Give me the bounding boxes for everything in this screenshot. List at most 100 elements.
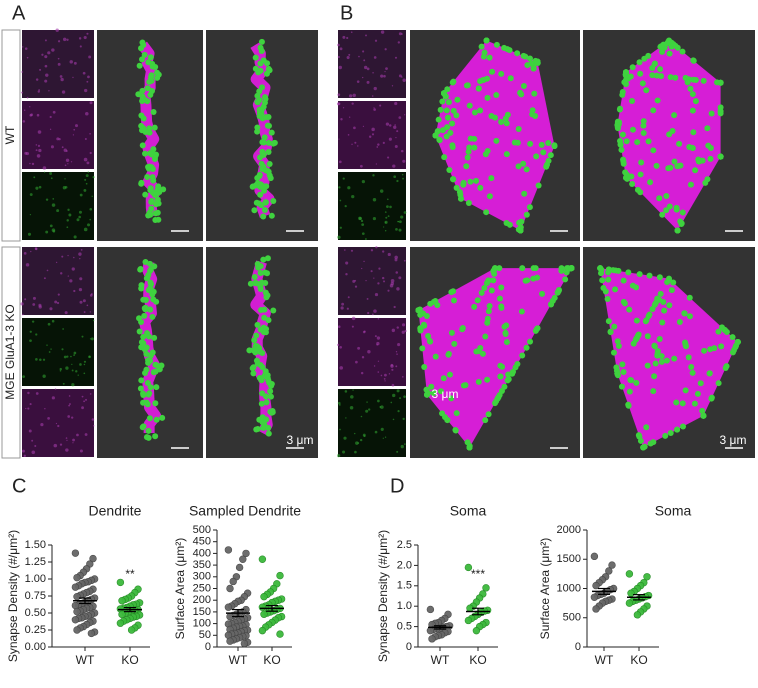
puncta [506, 221, 513, 228]
texture [397, 343, 401, 347]
texture [27, 391, 30, 395]
puncta [533, 153, 540, 160]
data-point [118, 610, 126, 619]
texture [23, 454, 26, 458]
texture [344, 390, 348, 393]
texture [337, 343, 340, 346]
puncta [146, 306, 153, 313]
puncta [257, 326, 264, 333]
puncta [441, 90, 447, 97]
puncta [666, 50, 673, 57]
texture [29, 106, 31, 108]
puncta [730, 347, 737, 354]
puncta [692, 98, 699, 105]
texture [361, 76, 364, 79]
puncta [471, 303, 478, 310]
puncta [153, 191, 160, 198]
y-tick-label: 1.50 [25, 539, 46, 551]
puncta [437, 388, 444, 395]
puncta [262, 289, 269, 296]
puncta [137, 265, 144, 272]
puncta [657, 66, 664, 73]
puncta [515, 226, 522, 233]
puncta [662, 432, 669, 439]
texture [78, 288, 83, 292]
puncta [451, 340, 458, 347]
puncta [642, 318, 649, 325]
texture [83, 400, 86, 403]
texture [66, 38, 69, 41]
puncta [517, 89, 524, 96]
puncta [257, 348, 264, 355]
texture [57, 62, 61, 66]
puncta [501, 44, 508, 51]
texture [49, 172, 53, 175]
puncta [417, 325, 424, 332]
data-point [260, 610, 268, 618]
puncta [466, 444, 473, 451]
texture [394, 56, 398, 59]
texture [88, 355, 91, 359]
puncta [686, 313, 693, 320]
puncta [150, 109, 157, 116]
puncta [138, 56, 145, 63]
texture [345, 261, 349, 265]
puncta [448, 289, 455, 296]
texture [373, 86, 377, 91]
texture [376, 343, 379, 346]
puncta [484, 94, 491, 101]
soma [418, 268, 572, 448]
texture [394, 124, 396, 126]
texture [337, 325, 341, 328]
texture [383, 226, 385, 228]
texture [398, 228, 402, 232]
texture [92, 176, 95, 179]
puncta [471, 144, 478, 151]
puncta [656, 336, 663, 343]
puncta [136, 62, 143, 69]
data-point [625, 599, 634, 607]
texture [27, 232, 32, 236]
puncta [653, 162, 660, 169]
texture [382, 141, 385, 144]
puncta [644, 362, 651, 369]
puncta [623, 69, 629, 76]
texture [380, 74, 384, 78]
y-tick-label: 200 [193, 594, 211, 606]
puncta [597, 265, 604, 272]
texture [398, 276, 402, 280]
puncta [629, 97, 636, 104]
puncta [264, 122, 271, 129]
texture [343, 436, 347, 440]
texture [355, 441, 359, 445]
texture [83, 363, 86, 366]
texture [383, 280, 386, 283]
puncta [151, 334, 158, 341]
texture [44, 39, 47, 42]
puncta [137, 385, 144, 392]
puncta [265, 430, 272, 437]
puncta [462, 382, 469, 389]
puncta [707, 144, 714, 151]
texture [382, 437, 384, 439]
texture [27, 407, 30, 410]
puncta [605, 318, 612, 325]
puncta [142, 150, 149, 157]
texture [373, 365, 376, 367]
puncta [610, 349, 617, 356]
texture [29, 330, 32, 333]
puncta [260, 213, 267, 220]
puncta [250, 370, 257, 377]
puncta [518, 218, 525, 225]
texture [361, 232, 365, 236]
y-tick-label: 1.5 [397, 580, 412, 592]
texture [401, 33, 403, 35]
texture [366, 401, 368, 403]
puncta [619, 131, 626, 138]
puncta [640, 122, 647, 129]
puncta [501, 323, 508, 330]
texture [389, 283, 394, 288]
texture [375, 163, 377, 165]
puncta [527, 338, 534, 345]
puncta [258, 279, 265, 286]
